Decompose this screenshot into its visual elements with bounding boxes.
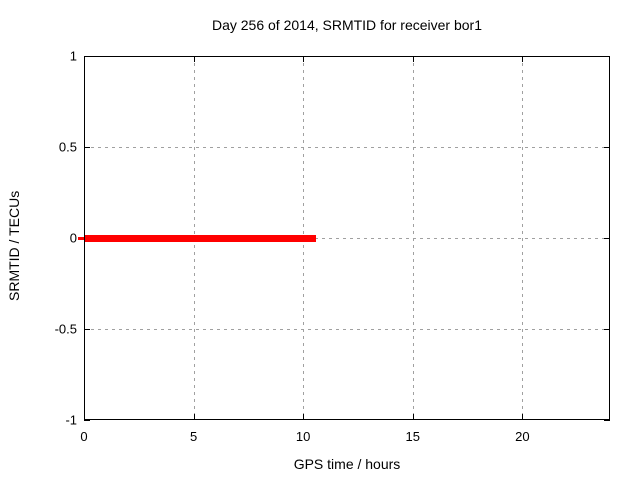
y-tick-label: -0.5 xyxy=(54,321,77,337)
y-tick-left xyxy=(84,420,90,421)
y-tick-right xyxy=(604,238,610,239)
plot-area xyxy=(84,56,610,420)
y-tick-label: 0 xyxy=(69,230,77,246)
x-tick-top xyxy=(522,56,524,62)
gridline-horizontal xyxy=(84,147,610,148)
y-tick-label: 1 xyxy=(69,48,77,64)
x-tick-bottom xyxy=(193,414,195,420)
gridline-horizontal xyxy=(84,238,610,239)
series-line-srmtid xyxy=(84,234,317,242)
gridline-horizontal xyxy=(84,329,610,330)
x-tick-top xyxy=(412,56,414,62)
x-tick-label: 5 xyxy=(189,429,198,444)
y-axis-label: SRMTID / TECUs xyxy=(6,190,22,302)
x-tick-top xyxy=(303,56,305,62)
x-axis-label: GPS time / hours xyxy=(293,456,401,472)
x-tick-label: 0 xyxy=(80,429,88,444)
chart-title: Day 256 of 2014, SRMTID for receiver bor… xyxy=(211,17,482,33)
x-tick-label: 10 xyxy=(295,429,311,444)
y-tick-label: 0.5 xyxy=(58,139,77,155)
x-tick-bottom xyxy=(303,414,305,420)
x-tick-label: 15 xyxy=(405,429,420,444)
y-tick-label: -1 xyxy=(65,412,77,428)
y-tick-right xyxy=(604,420,610,421)
x-tick-label: 20 xyxy=(515,429,530,444)
x-tick-top xyxy=(193,56,195,62)
x-tick-bottom xyxy=(522,414,524,420)
series-start-overhang xyxy=(78,236,84,240)
y-tick-left xyxy=(84,329,90,330)
y-tick-left xyxy=(84,147,90,148)
y-tick-right xyxy=(604,329,610,330)
x-tick-bottom xyxy=(412,414,414,420)
y-tick-right xyxy=(604,147,610,148)
